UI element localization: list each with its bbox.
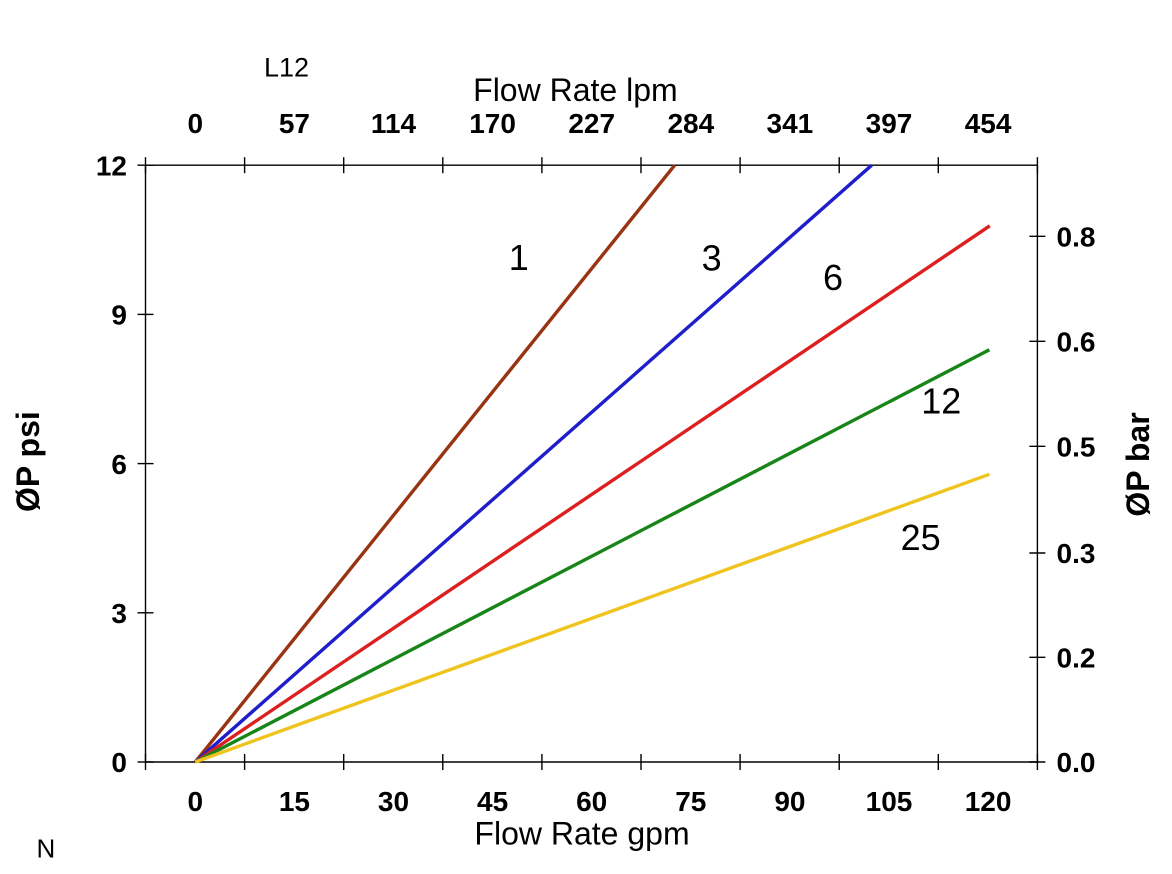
svg-text:284: 284: [667, 108, 714, 139]
svg-text:3: 3: [702, 237, 722, 278]
svg-text:454: 454: [965, 108, 1012, 139]
svg-text:Flow Rate lpm: Flow Rate lpm: [473, 72, 678, 108]
svg-text:0.6: 0.6: [1057, 327, 1096, 358]
svg-text:3: 3: [111, 598, 127, 629]
svg-text:6: 6: [111, 449, 127, 480]
svg-text:114: 114: [371, 108, 417, 139]
svg-text:12: 12: [96, 150, 127, 181]
svg-text:0: 0: [188, 108, 204, 139]
svg-text:Flow Rate gpm: Flow Rate gpm: [474, 816, 689, 852]
svg-text:6: 6: [823, 257, 843, 298]
svg-text:0.3: 0.3: [1057, 538, 1096, 569]
svg-text:227: 227: [568, 108, 615, 139]
svg-text:12: 12: [921, 381, 961, 422]
svg-text:397: 397: [866, 108, 913, 139]
svg-text:105: 105: [866, 786, 913, 817]
svg-text:60: 60: [576, 786, 607, 817]
svg-text:341: 341: [767, 108, 814, 139]
svg-text:25: 25: [901, 517, 941, 558]
svg-text:0.0: 0.0: [1057, 747, 1096, 778]
svg-text:0.5: 0.5: [1057, 432, 1096, 463]
svg-text:0.2: 0.2: [1057, 643, 1096, 674]
svg-text:0: 0: [188, 786, 204, 817]
svg-text:57: 57: [279, 108, 310, 139]
svg-text:170: 170: [469, 108, 516, 139]
svg-text:120: 120: [965, 786, 1012, 817]
svg-text:0: 0: [111, 747, 127, 778]
svg-text:ØP bar: ØP bar: [1120, 412, 1156, 516]
svg-text:9: 9: [111, 300, 127, 331]
svg-text:45: 45: [477, 786, 508, 817]
svg-text:90: 90: [774, 786, 805, 817]
svg-text:0.8: 0.8: [1057, 222, 1096, 253]
svg-text:15: 15: [279, 786, 310, 817]
svg-text:30: 30: [378, 786, 409, 817]
svg-text:N: N: [37, 833, 56, 863]
svg-text:1: 1: [509, 237, 529, 278]
svg-text:75: 75: [675, 786, 706, 817]
svg-text:L12: L12: [264, 52, 309, 82]
svg-text:ØP psi: ØP psi: [10, 411, 46, 512]
